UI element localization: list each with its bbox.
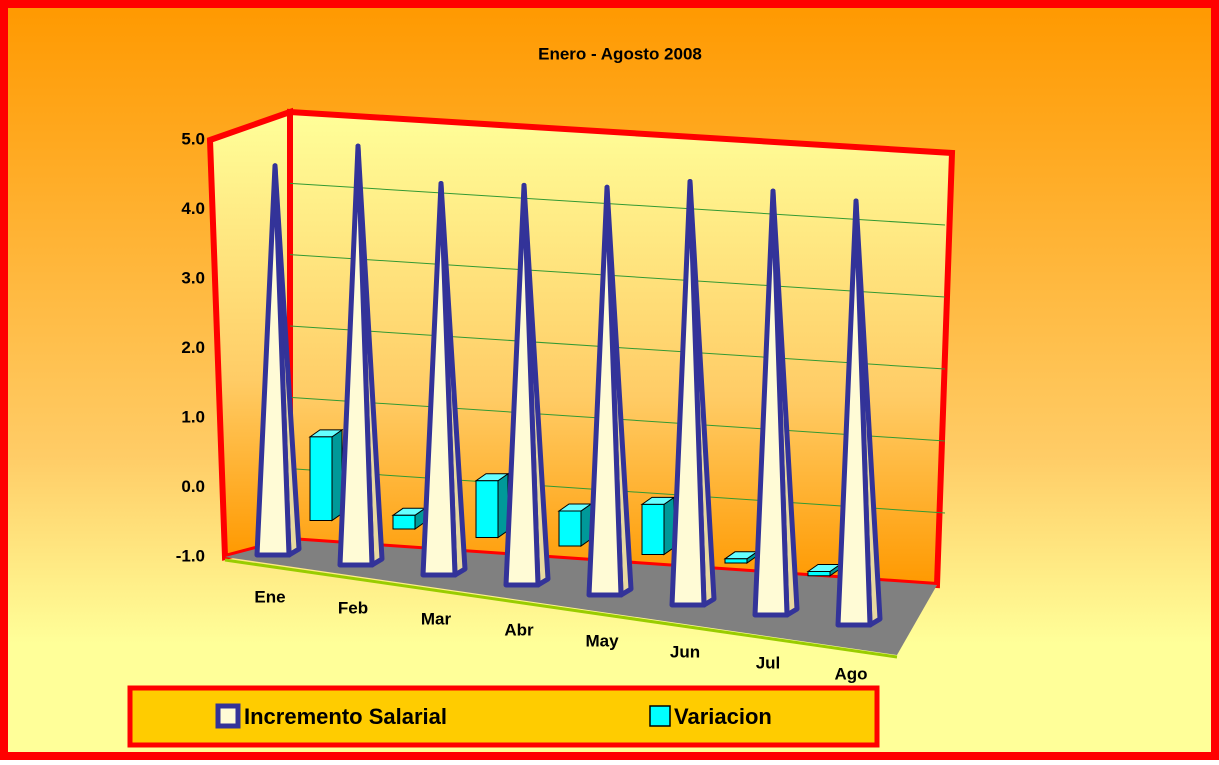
- y-tick-label: 5.0: [181, 129, 205, 148]
- pyramid: [669, 179, 717, 608]
- grid-line: [289, 254, 946, 298]
- bar-front: [558, 510, 582, 547]
- bar: [557, 503, 593, 547]
- floor: [225, 540, 937, 655]
- x-axis: [224, 558, 898, 659]
- x-tick-label: Feb: [338, 598, 368, 617]
- bar-front: [641, 503, 665, 555]
- pyramid-front: [669, 179, 707, 608]
- bar-front: [475, 480, 499, 538]
- x-tick-label: May: [585, 631, 619, 650]
- y-tick-label: 2.0: [181, 338, 205, 357]
- grid-line: [289, 182, 946, 226]
- pyramid: [752, 188, 800, 618]
- x-tick-label: Jun: [670, 642, 700, 661]
- legend-label: Incremento Salarial: [244, 704, 447, 729]
- bar: [391, 507, 427, 530]
- y-tick-label: 0.0: [181, 477, 205, 496]
- bar-front: [724, 558, 748, 564]
- legend: [127, 685, 880, 748]
- pyramid: [835, 198, 883, 628]
- bar-front: [392, 514, 416, 530]
- y-tick-label: 1.0: [181, 407, 205, 426]
- legend-label: Variacion: [674, 704, 772, 729]
- bar-front: [807, 571, 831, 577]
- pyramid: [337, 143, 385, 568]
- pyramid-front: [752, 188, 790, 618]
- pyramid-front: [337, 143, 375, 568]
- bar-front: [309, 436, 333, 522]
- y-tick-label: 4.0: [181, 199, 205, 218]
- x-tick-label: Jul: [756, 653, 781, 672]
- pyramid-front: [420, 181, 458, 578]
- pyramid-front: [254, 163, 292, 558]
- pyramid-front: [586, 184, 624, 598]
- y-tick-label: -1.0: [176, 546, 205, 565]
- pyramid: [586, 184, 634, 598]
- bar: [640, 496, 676, 556]
- x-tick-label: Abr: [504, 620, 534, 639]
- pyramid-front: [503, 182, 541, 588]
- x-tick-label: Mar: [421, 609, 452, 628]
- legend-swatch: [215, 703, 241, 729]
- chart-title: Enero - Agosto 2008: [538, 44, 702, 63]
- pyramid-front: [835, 198, 873, 628]
- pyramid: [420, 181, 468, 578]
- pyramid: [254, 163, 302, 558]
- x-tick-label: Ago: [834, 664, 867, 683]
- pyramid: [503, 182, 551, 588]
- bar: [474, 472, 510, 539]
- bar: [308, 428, 344, 522]
- y-tick-label: 3.0: [181, 268, 205, 287]
- legend-swatch: [649, 705, 671, 727]
- x-tick-label: Ene: [254, 587, 285, 606]
